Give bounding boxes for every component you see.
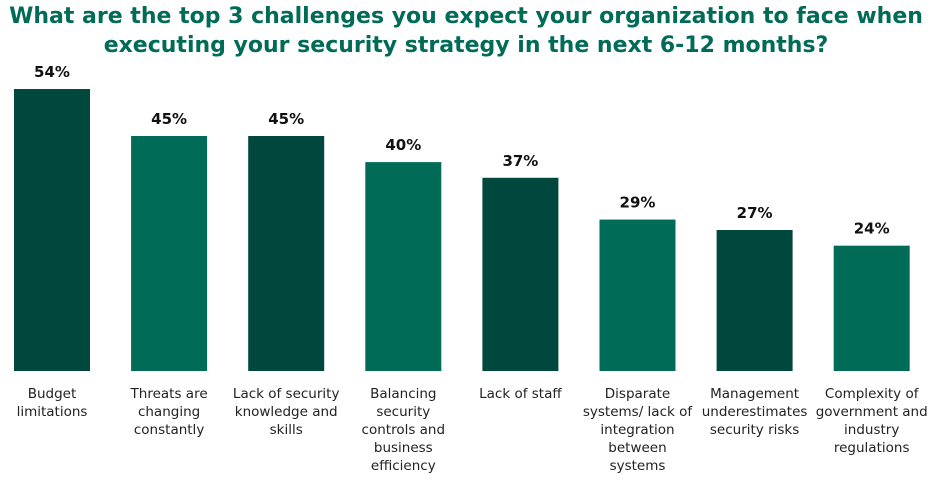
x-tick-label: Threats are changing constantly (130, 386, 208, 438)
bar (14, 89, 90, 372)
bar (248, 136, 325, 371)
bar (131, 136, 208, 371)
value-label: 40% (385, 136, 421, 154)
value-label: 27% (737, 204, 773, 222)
value-label: 45% (268, 110, 304, 128)
bar (482, 177, 559, 371)
x-tick-label: Complexity of government and industry re… (815, 386, 928, 456)
value-label: 29% (620, 194, 656, 212)
value-label: 54% (34, 63, 70, 81)
chart-title: What are the top 3 challenges you expect… (9, 4, 923, 58)
value-label: 24% (854, 220, 890, 238)
x-tick-label: Balancing security controls and business… (361, 386, 446, 474)
x-tick-label: Management underestimates security risks (701, 386, 808, 438)
bar (716, 230, 793, 371)
x-tick-label: Lack of security knowledge and skills (232, 386, 340, 438)
value-label: 37% (502, 152, 538, 170)
value-label: 45% (151, 110, 187, 128)
x-tick-label: Lack of staff (479, 386, 562, 402)
x-tick-label: Disparate systems/ lack of integration b… (582, 386, 693, 474)
bar (833, 245, 910, 371)
bar (599, 219, 676, 371)
bar (365, 162, 442, 371)
x-tick-label: Budget limitations (16, 386, 88, 420)
